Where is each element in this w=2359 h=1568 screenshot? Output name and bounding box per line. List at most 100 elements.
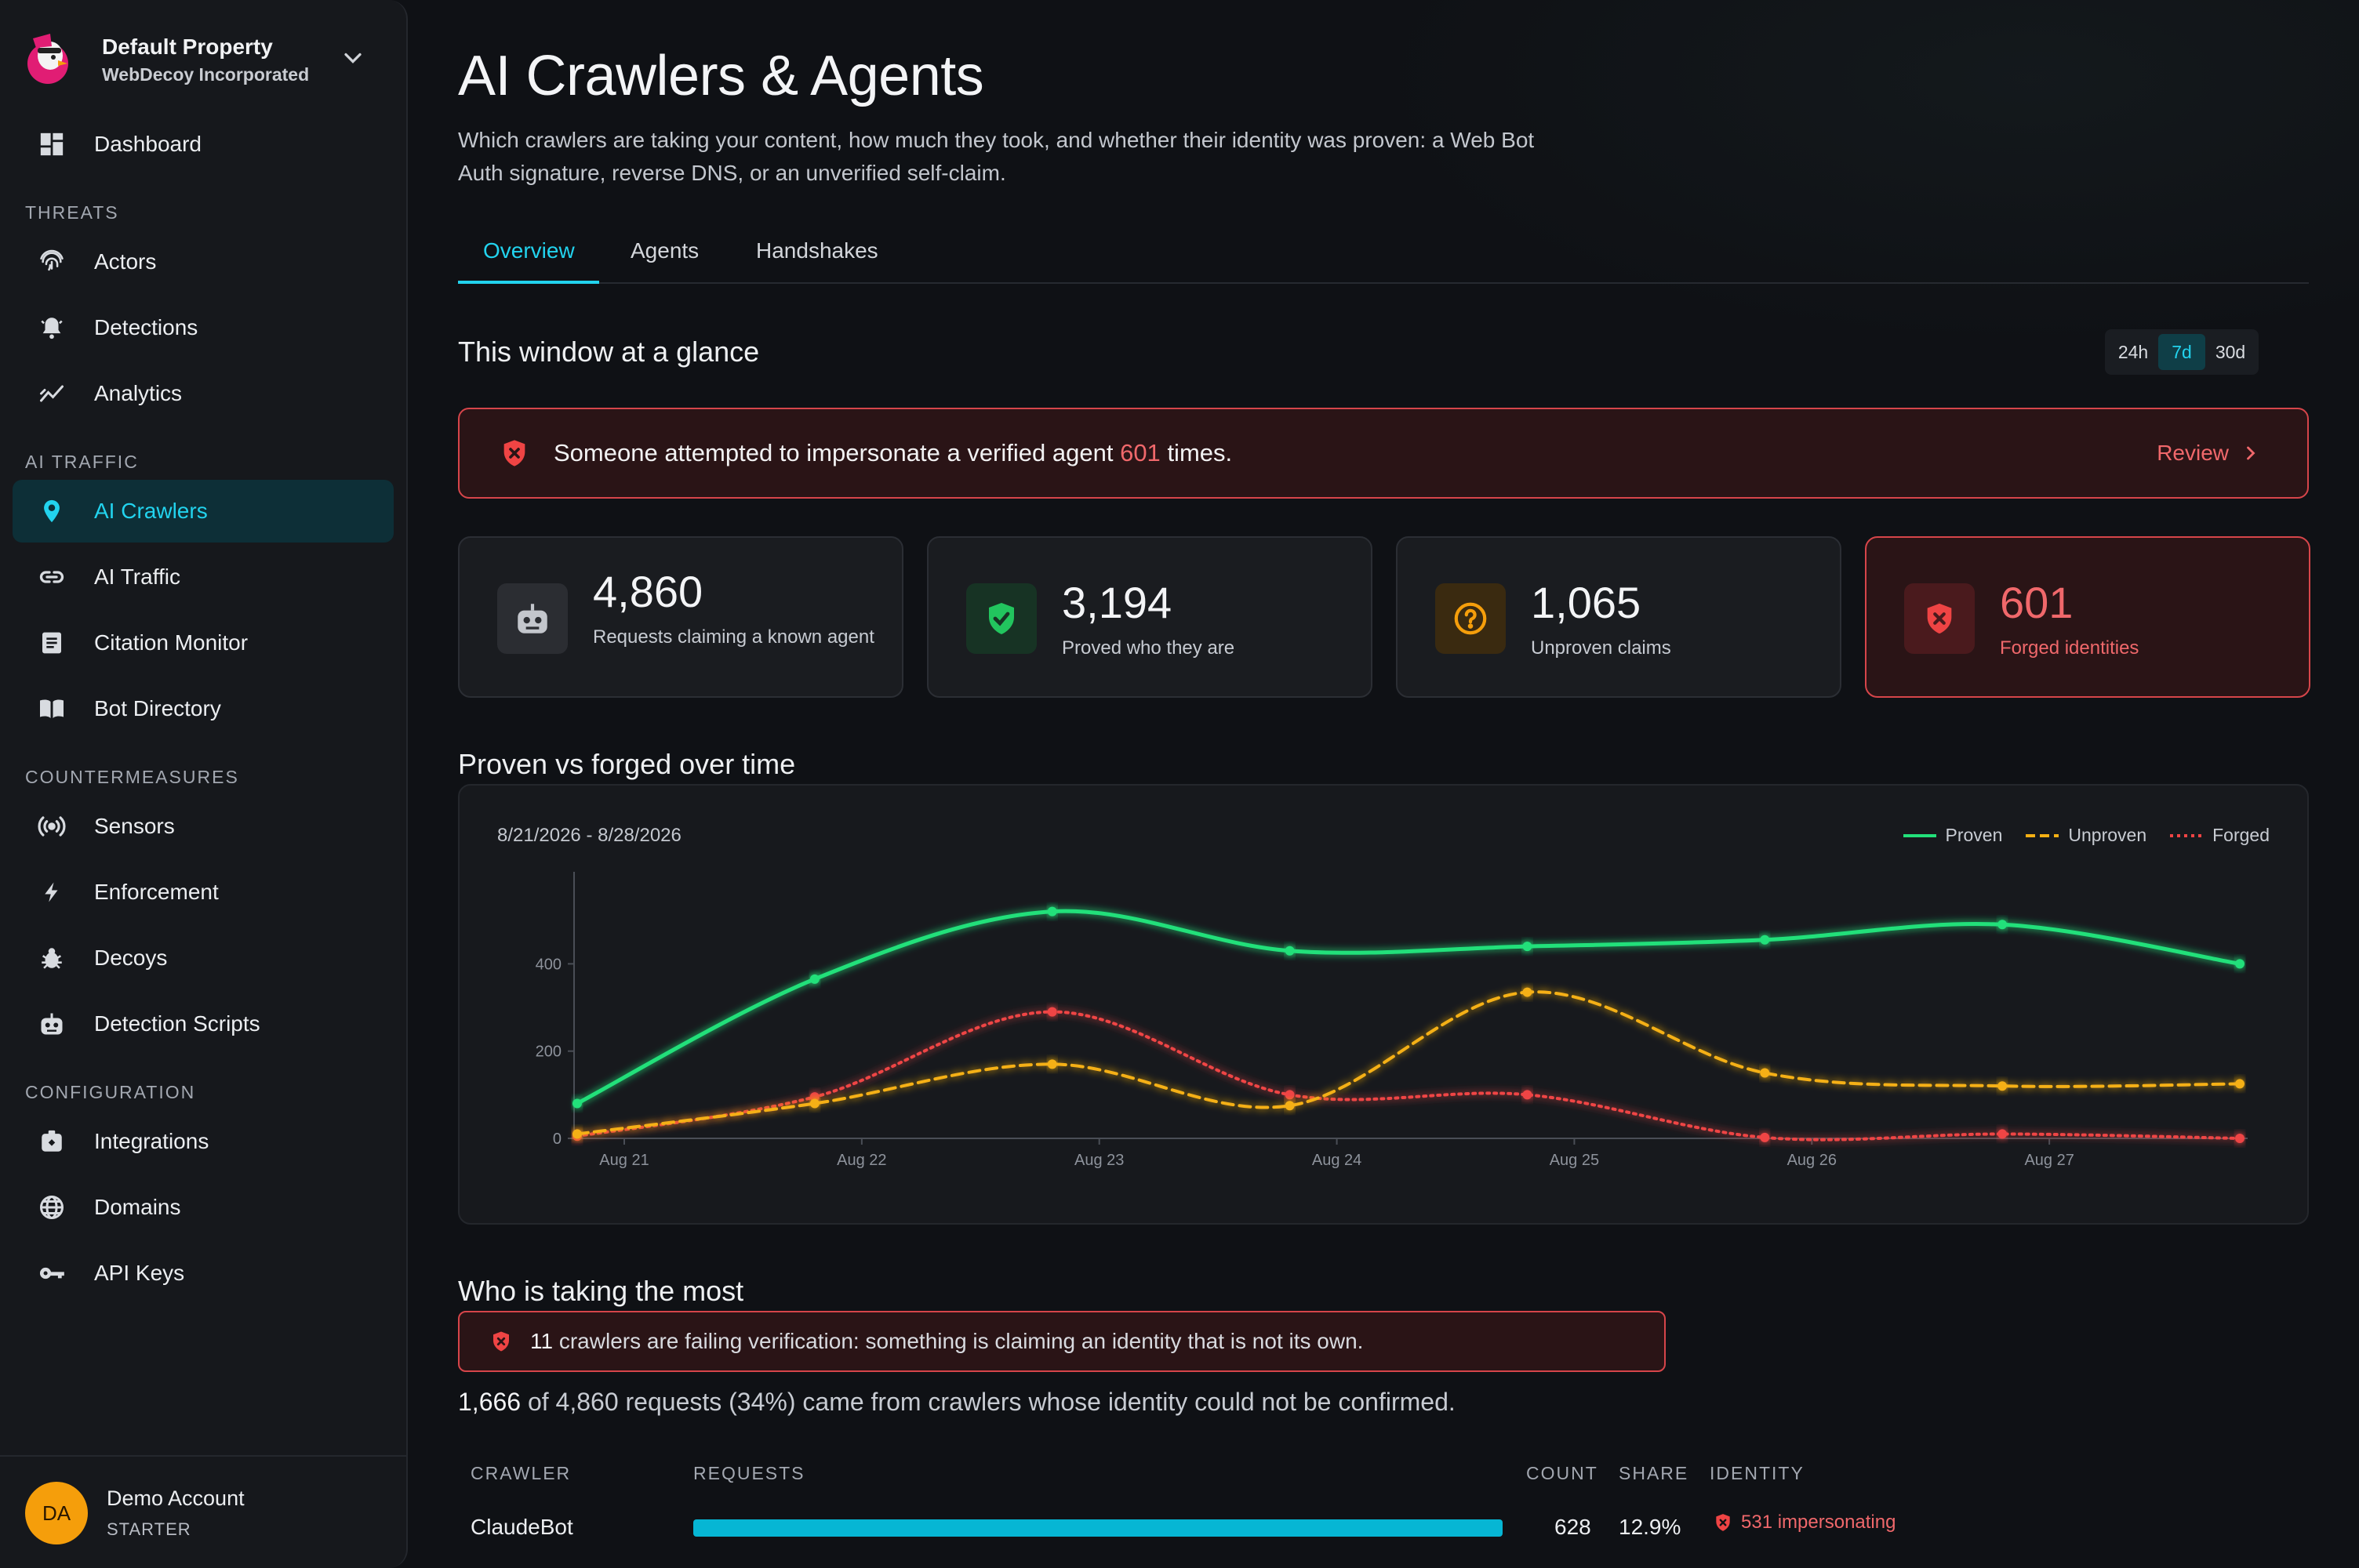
nav-label: Enforcement — [94, 880, 219, 904]
lightning-icon — [36, 877, 67, 908]
section-countermeasures: COUNTERMEASURES — [25, 767, 239, 787]
page-title: AI Crawlers & Agents — [458, 45, 984, 107]
identity-status: 531 impersonating — [1713, 1512, 1896, 1534]
stat-label: Forged identities — [2000, 637, 2139, 659]
nav-domains[interactable]: Domains — [13, 1176, 394, 1239]
legend-label: Unproven — [2068, 825, 2147, 845]
range-24h-button[interactable]: 24h — [2117, 341, 2149, 362]
tab-agents[interactable]: Agents — [631, 238, 700, 263]
y-tick-label: 200 — [536, 1044, 562, 1061]
nav-detection-scripts[interactable]: Detection Scripts — [13, 993, 394, 1055]
data-point-proven — [1522, 942, 1532, 952]
column-header-share[interactable]: SHARE — [1619, 1463, 1689, 1483]
range-30d-button[interactable]: 30d — [2215, 341, 2246, 362]
nav-dashboard[interactable]: Dashboard — [13, 113, 394, 176]
account-name: Demo Account — [107, 1486, 245, 1510]
legend-swatch-dashed — [2026, 833, 2059, 837]
data-point-unproven — [1285, 1101, 1295, 1111]
nav-analytics[interactable]: Analytics — [13, 362, 394, 425]
stat-value: 3,194 — [1062, 578, 1172, 627]
column-header-crawler[interactable]: CRAWLER — [471, 1463, 572, 1483]
shield-x-icon — [1904, 583, 1975, 654]
nav-enforcement[interactable]: Enforcement — [13, 861, 394, 924]
chart-card: 8/21/2026 - 8/28/2026 Proven Unproven Fo… — [458, 784, 2309, 1225]
nav-label: Sensors — [94, 814, 175, 838]
robot-icon — [36, 1008, 67, 1040]
glance-title: This window at a glance — [458, 336, 760, 368]
legend-item-forged[interactable]: Forged — [2170, 825, 2270, 846]
review-link[interactable]: Review — [2157, 441, 2262, 466]
globe-icon — [36, 1192, 67, 1223]
legend-label: Proven — [1945, 825, 2003, 845]
identity-label: 531 impersonating — [1741, 1512, 1896, 1533]
nav-label: AI Traffic — [94, 564, 180, 589]
legend-item-unproven[interactable]: Unproven — [2026, 825, 2146, 846]
impersonation-alert: Someone attempted to impersonate a verif… — [458, 408, 2309, 499]
request-share: 12.9% — [1619, 1515, 1681, 1539]
line-chart: 0 200 400 Aug 21 Aug 22 Aug 23 Aug 24 Aug 25 Aug… — [536, 872, 2248, 1169]
stat-value: 4,860 — [593, 567, 703, 616]
key-icon — [36, 1258, 67, 1289]
nav-citation-monitor[interactable]: Citation Monitor — [13, 612, 394, 674]
section-threats: THREATS — [25, 202, 119, 223]
column-header-requests[interactable]: REQUESTS — [693, 1463, 805, 1483]
tab-bar: Overview Agents Handshakes — [458, 232, 2309, 284]
data-point-unproven — [809, 1098, 820, 1109]
data-point-forged — [1047, 1007, 1057, 1017]
section-ai-traffic: AI TRAFFIC — [25, 452, 139, 472]
x-tick-label: Aug 25 — [1550, 1152, 1599, 1169]
main-content: AI Crawlers & Agents Which crawlers are … — [408, 0, 2359, 1568]
review-label: Review — [2157, 441, 2229, 465]
nav-label: Dashboard — [94, 132, 202, 156]
nav-sensors[interactable]: Sensors — [13, 795, 394, 858]
legend-label: Forged — [2212, 825, 2270, 845]
nav-actors[interactable]: Actors — [13, 230, 394, 293]
account-menu[interactable]: DA Demo Account STARTER — [0, 1455, 406, 1568]
column-header-identity[interactable]: IDENTITY — [1710, 1463, 1805, 1483]
avatar: DA — [25, 1482, 88, 1544]
legend-swatch-dotted — [2170, 833, 2204, 837]
stat-card-unproven: 1,065 Unproven claims — [1396, 536, 1841, 698]
chart-date-range: 8/21/2026 - 8/28/2026 — [497, 825, 682, 846]
x-tick-label: Aug 22 — [837, 1152, 886, 1169]
y-tick-label: 400 — [536, 956, 562, 973]
who-section-title: Who is taking the most — [458, 1275, 744, 1307]
crawler-name: ClaudeBot — [471, 1515, 573, 1539]
y-tick-label: 0 — [553, 1131, 562, 1148]
column-header-count[interactable]: COUNT — [1526, 1463, 1598, 1483]
bell-icon — [36, 312, 67, 343]
tab-handshakes[interactable]: Handshakes — [756, 238, 878, 263]
spider-icon — [36, 495, 67, 527]
series-line-unproven — [576, 990, 2241, 1136]
nav-label: Actors — [94, 249, 157, 274]
property-switcher[interactable]: Default Property WebDecoy Incorporated — [22, 28, 367, 91]
data-point-forged — [1760, 1132, 1770, 1142]
nav-label: Decoys — [94, 946, 168, 970]
nav-ai-traffic[interactable]: AI Traffic — [13, 546, 394, 608]
property-company: WebDecoy Incorporated — [102, 64, 310, 85]
data-point-proven — [2235, 959, 2245, 969]
tab-overview[interactable]: Overview — [483, 238, 575, 263]
stat-label: Unproven claims — [1531, 637, 1671, 659]
book-open-icon — [36, 693, 67, 724]
nav-label: Domains — [94, 1195, 181, 1219]
question-icon — [1435, 583, 1506, 654]
data-point-forged — [809, 1092, 820, 1102]
data-point-forged — [1285, 1090, 1295, 1100]
range-7d-button[interactable]: 7d — [2158, 334, 2205, 370]
nav-api-keys[interactable]: API Keys — [13, 1242, 394, 1305]
x-tick-label: Aug 26 — [1787, 1152, 1837, 1169]
nav-decoys[interactable]: Decoys — [13, 927, 394, 989]
data-point-proven — [572, 1098, 582, 1109]
legend-swatch-solid — [1903, 833, 1936, 837]
x-tick-label: Aug 21 — [599, 1152, 649, 1169]
legend-item-proven[interactable]: Proven — [1903, 825, 2003, 846]
data-point-forged — [1997, 1129, 2008, 1139]
link-icon — [36, 561, 67, 593]
x-tick-label: Aug 23 — [1074, 1152, 1124, 1169]
nav-integrations[interactable]: Integrations — [13, 1110, 394, 1173]
data-point-proven — [1997, 920, 2008, 930]
nav-bot-directory[interactable]: Bot Directory — [13, 677, 394, 740]
nav-ai-crawlers[interactable]: AI Crawlers — [13, 480, 394, 543]
nav-detections[interactable]: Detections — [13, 296, 394, 359]
